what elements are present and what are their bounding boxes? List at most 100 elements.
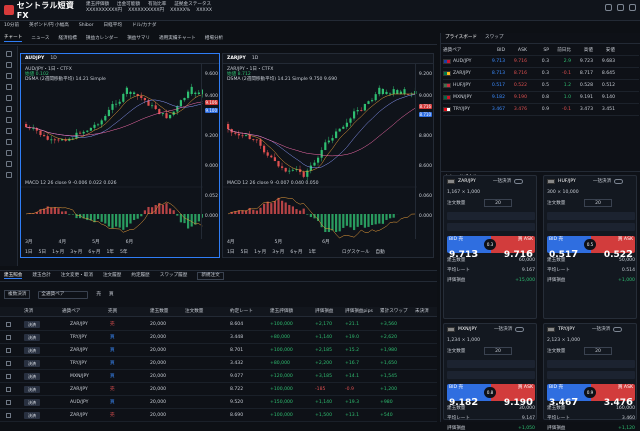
settle-button[interactable]: 決済	[24, 321, 40, 328]
order-options[interactable]	[547, 223, 635, 231]
order-options[interactable]	[447, 212, 535, 220]
swap-tab[interactable]: スワップ	[485, 35, 503, 40]
cursor-icon[interactable]	[6, 51, 12, 57]
candlestick-chart[interactable]	[21, 64, 203, 239]
toggle-switch[interactable]	[515, 327, 524, 332]
news-ticker[interactable]: 10分前 英ポンド/円 小幅高 Shibor 日経平均 ドル/カナダ	[4, 21, 636, 30]
price-scale[interactable]: 9.600 9.400 9.106 9.100 9.200 9.000 0.05…	[201, 64, 219, 239]
range-button[interactable]: 5日	[39, 250, 47, 255]
order-options[interactable]	[547, 360, 635, 368]
range-button[interactable]: 1年	[308, 250, 316, 255]
buy-filter[interactable]: 買	[109, 292, 114, 297]
order-options[interactable]	[447, 360, 535, 368]
table-row[interactable]: 決済 ZAR/JPY 売 20,000 8.604 +100,000 +2,17…	[0, 318, 437, 331]
settle-button[interactable]: 決済	[24, 386, 40, 393]
bell-icon[interactable]	[605, 4, 612, 11]
range-button[interactable]: 6ヶ月	[290, 250, 302, 255]
auto-scale-button[interactable]: 自動	[376, 250, 385, 255]
log-scale-button[interactable]: ログスケール	[342, 250, 370, 255]
range-button[interactable]: 3ヶ月	[70, 250, 82, 255]
tab-analysis[interactable]: 相場分析	[205, 36, 223, 41]
header-menu[interactable]: 有効比率	[148, 2, 166, 7]
settle-button[interactable]: 決済	[24, 412, 40, 419]
chart-symbol[interactable]: AUDJPY	[25, 56, 44, 61]
row-checkbox[interactable]	[6, 374, 11, 379]
settle-mode[interactable]: 一括決済	[593, 179, 611, 184]
price-board-row[interactable]: MXN/JPY 9.182 9.190 0.8 1.0 9.191 9.140	[443, 92, 639, 104]
settle-mode[interactable]: 一括決済	[494, 327, 512, 332]
order-options[interactable]	[547, 212, 635, 220]
tab-swap-history[interactable]: スワップ履歴	[160, 273, 188, 278]
eye-icon[interactable]	[6, 161, 12, 167]
user-icon[interactable]	[629, 4, 636, 11]
price-board-row[interactable]: AUD/JPY 9.713 9.716 0.3 2.9 9.723 9.683	[443, 56, 639, 68]
order-qty-input[interactable]: 20	[484, 199, 512, 207]
pair-filter-select[interactable]: 全通貨ペア	[38, 291, 88, 299]
price-board-title[interactable]: プライスボード	[445, 35, 477, 40]
header-menu[interactable]: 出金可能額	[117, 2, 140, 7]
trade-pair[interactable]: HUF/JPY	[558, 179, 576, 184]
tab-position-total[interactable]: 建玉合計	[32, 273, 50, 278]
candlestick-chart[interactable]	[223, 64, 417, 239]
range-button[interactable]: 1日	[25, 250, 33, 255]
order-qty-input[interactable]: 20	[584, 347, 612, 355]
order-qty-input[interactable]: 20	[584, 199, 612, 207]
toggle-switch[interactable]	[614, 179, 623, 184]
toggle-switch[interactable]	[613, 327, 622, 332]
settle-button[interactable]: 決済	[24, 399, 40, 406]
tab-order-history[interactable]: 注文履歴	[103, 273, 121, 278]
range-button[interactable]: 5日	[241, 250, 249, 255]
tab-pl-summary[interactable]: 損益サマリ	[127, 36, 150, 41]
price-board-row[interactable]: HUF/JPY 0.517 0.522 0.5 1.2 0.528 0.512	[443, 80, 639, 92]
settle-button[interactable]: 決済	[24, 334, 40, 341]
fib-icon[interactable]	[6, 73, 12, 79]
trash-icon[interactable]	[6, 172, 12, 178]
sell-filter[interactable]: 売	[96, 292, 101, 297]
trade-pair[interactable]: ZAR/JPY	[458, 179, 476, 184]
settle-button[interactable]: 決済	[24, 373, 40, 380]
trade-pair[interactable]: TRY/JPY	[558, 327, 575, 332]
settle-button[interactable]: 決済	[24, 347, 40, 354]
line-icon[interactable]	[6, 62, 12, 68]
range-button[interactable]: 1ヶ月	[52, 250, 64, 255]
trade-pair[interactable]: MXN/JPY	[458, 327, 477, 332]
lock-icon[interactable]	[6, 150, 12, 156]
order-options[interactable]	[447, 371, 535, 379]
header-menu[interactable]: 証拠金ステータス	[174, 2, 211, 7]
price-scale[interactable]: 9.200 9.000 8.716 8.710 8.800 8.600 0.06…	[415, 64, 433, 239]
row-checkbox[interactable]	[6, 413, 11, 418]
order-options[interactable]	[447, 223, 535, 231]
range-button[interactable]: 5年	[120, 250, 128, 255]
range-button[interactable]: 1日	[227, 250, 235, 255]
tab-pl-calendar[interactable]: 損益カレンダー	[86, 36, 118, 41]
row-checkbox[interactable]	[6, 335, 11, 340]
range-button[interactable]: 1年	[106, 250, 114, 255]
new-order-button[interactable]: 新規注文	[197, 272, 223, 279]
row-checkbox[interactable]	[6, 361, 11, 366]
table-row[interactable]: 決済 AUD/JPY 買 20,000 9.520 +150,000 +1,14…	[0, 396, 437, 409]
tab-news[interactable]: ニュース	[31, 36, 49, 41]
settle-button[interactable]: 決済	[24, 360, 40, 367]
tab-order-modify[interactable]: 注文変更・取消	[61, 273, 93, 278]
brush-icon[interactable]	[6, 84, 12, 90]
gear-icon[interactable]	[617, 4, 624, 11]
price-board-row[interactable]: ZAR/JPY 8.713 8.716 0.3 -0.1 8.717 8.645	[443, 68, 639, 80]
range-button[interactable]: 3ヶ月	[272, 250, 284, 255]
row-checkbox[interactable]	[6, 387, 11, 392]
magnet-icon[interactable]	[6, 139, 12, 145]
zoom-icon[interactable]	[6, 128, 12, 134]
row-checkbox[interactable]	[6, 400, 11, 405]
chart-interval[interactable]: 1D	[50, 56, 56, 61]
settle-mode[interactable]: 一括決済	[493, 179, 511, 184]
order-qty-input[interactable]: 20	[484, 347, 512, 355]
range-button[interactable]: 1ヶ月	[254, 250, 266, 255]
settle-mode[interactable]: 一括決済	[592, 327, 610, 332]
table-row[interactable]: 決済 MXN/JPY 買 20,000 9.077 +120,000 +3,18…	[0, 370, 437, 383]
tab-history-chart[interactable]: 適用実績チャート	[159, 36, 196, 41]
pattern-icon[interactable]	[6, 106, 12, 112]
table-row[interactable]: 決済 ZAR/JPY 売 20,000 8.690 +100,000 +1,50…	[0, 409, 437, 422]
